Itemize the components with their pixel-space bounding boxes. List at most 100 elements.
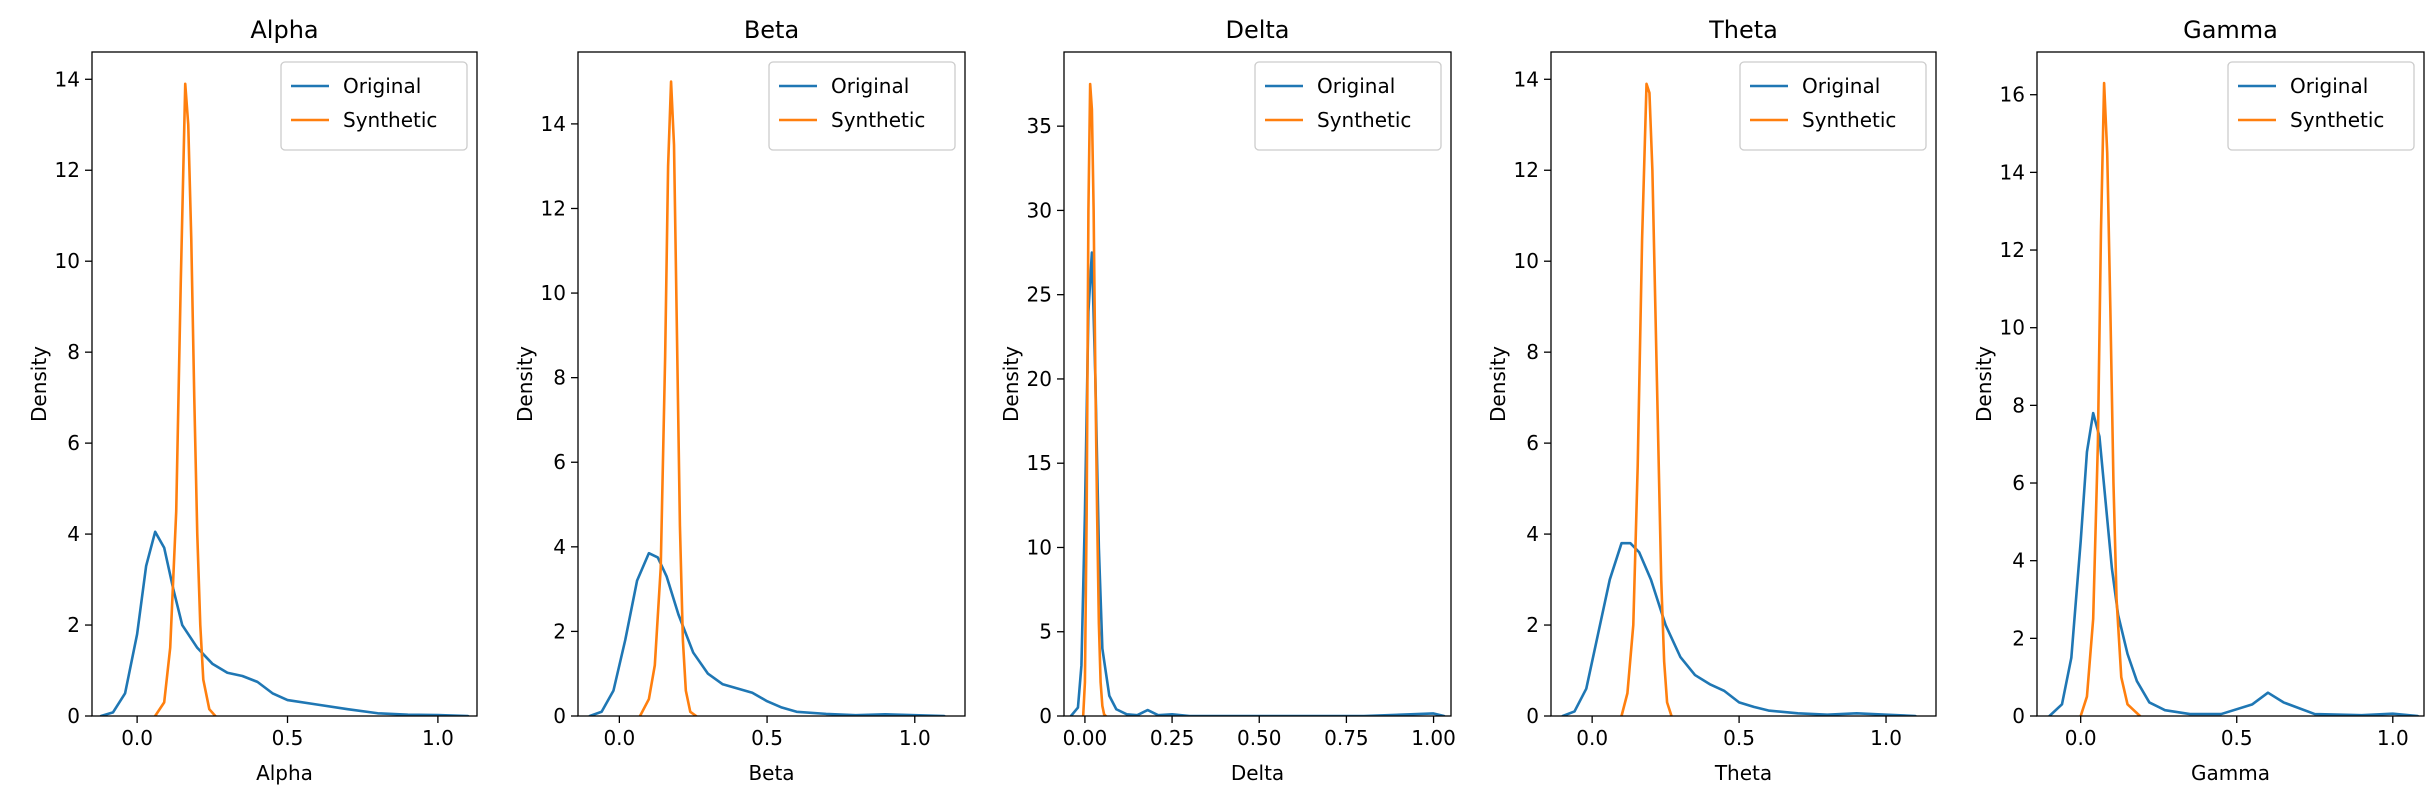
x-tick-label: 1.00 <box>1411 726 1456 750</box>
y-tick-label: 15 <box>1027 451 1052 475</box>
legend-box <box>1739 61 1927 151</box>
series-line-synthetic <box>153 82 217 716</box>
subplot-delta: 0.00 0.25 0.50 0.75 1.00 0 5 10 15 20 25 30 35 Delta D… <box>999 16 1456 785</box>
y-tick-label: 30 <box>1027 198 1052 222</box>
y-tick-label: 8 <box>67 340 80 364</box>
subplot-theta: 0.0 0.5 1.0 0 2 4 6 8 10 12 14 Theta Theta Density Ori… <box>1486 16 1937 785</box>
y-tick-label: 12 <box>541 196 566 220</box>
y-tick-label: 0 <box>1039 704 1052 728</box>
y-tick-label: 14 <box>541 112 566 136</box>
x-tick-label: 1.0 <box>899 726 931 750</box>
subplot-title: Beta <box>744 16 799 44</box>
axes-frame <box>91 51 478 717</box>
x-axis-label: Alpha <box>256 761 313 785</box>
y-tick-label: 14 <box>1514 67 1539 91</box>
series-group <box>1561 82 1917 716</box>
x-tick-label: 0.25 <box>1150 726 1195 750</box>
series-line-synthetic <box>1620 82 1673 716</box>
series-group <box>1069 82 1446 716</box>
legend-label-original: Original <box>2290 74 2368 98</box>
y-tick-label: 6 <box>67 431 80 455</box>
y-tick-label: 4 <box>2012 549 2025 573</box>
y-axis-label: Density <box>513 346 537 422</box>
y-tick-label: 12 <box>55 158 80 182</box>
legend-box <box>1254 61 1442 151</box>
y-tick-label: 10 <box>541 281 566 305</box>
axes-frame <box>1550 51 1937 717</box>
legend-label-original: Original <box>343 74 421 98</box>
y-tick-label: 10 <box>55 249 80 273</box>
series-group <box>588 80 946 716</box>
x-axis-label: Theta <box>1714 761 1772 785</box>
subplot-title: Delta <box>1225 16 1289 44</box>
legend-label-original: Original <box>1317 74 1395 98</box>
subplot-title: Alpha <box>250 16 318 44</box>
y-tick-label: 16 <box>2000 83 2025 107</box>
y-tick-label: 12 <box>2000 238 2025 262</box>
y-tick-label: 2 <box>2012 626 2025 650</box>
legend: Original Synthetic <box>2227 61 2415 151</box>
x-axis-label: Delta <box>1231 761 1284 785</box>
x-tick-label: 0.0 <box>1576 726 1608 750</box>
x-tick-label: 0.5 <box>1723 726 1755 750</box>
series-line-synthetic <box>2079 81 2142 716</box>
x-tick-label: 0.50 <box>1237 726 1282 750</box>
series-group <box>99 82 470 716</box>
subplot-title: Theta <box>1708 16 1778 44</box>
y-tick-label: 14 <box>2000 160 2025 184</box>
y-tick-label: 8 <box>1526 340 1539 364</box>
y-tick-label: 25 <box>1027 283 1052 307</box>
legend: Original Synthetic <box>280 61 468 151</box>
legend: Original Synthetic <box>1254 61 1442 151</box>
y-tick-label: 2 <box>1526 613 1539 637</box>
legend: Original Synthetic <box>768 61 956 151</box>
series-line-synthetic <box>638 80 698 716</box>
legend-label-synthetic: Synthetic <box>343 108 437 132</box>
series-line-original <box>2048 411 2420 716</box>
series-line-synthetic <box>1081 82 1108 716</box>
legend-label-synthetic: Synthetic <box>1802 108 1896 132</box>
y-tick-label: 10 <box>1027 535 1052 559</box>
x-axis-label: Beta <box>748 761 794 785</box>
y-tick-label: 35 <box>1027 114 1052 138</box>
x-tick-label: 0.0 <box>121 726 153 750</box>
legend-box <box>2227 61 2415 151</box>
x-tick-label: 1.0 <box>2377 726 2409 750</box>
subplot-alpha: 0.0 0.5 1.0 0 2 4 6 8 10 12 14 Alpha Alpha Density Ori… <box>27 16 478 785</box>
series-line-original <box>1069 251 1446 716</box>
legend-label-synthetic: Synthetic <box>2290 108 2384 132</box>
y-axis-label: Density <box>1486 346 1510 422</box>
y-tick-label: 6 <box>1526 431 1539 455</box>
x-tick-label: 0.5 <box>2221 726 2253 750</box>
y-axis-label: Density <box>27 346 51 422</box>
y-tick-label: 10 <box>1514 249 1539 273</box>
series-line-original <box>1561 541 1917 716</box>
y-axis-label: Density <box>999 346 1023 422</box>
series-line-original <box>99 530 470 716</box>
legend-label-original: Original <box>1802 74 1880 98</box>
legend-label-synthetic: Synthetic <box>1317 108 1411 132</box>
x-tick-label: 0.5 <box>272 726 304 750</box>
y-tick-label: 20 <box>1027 367 1052 391</box>
y-tick-label: 14 <box>55 67 80 91</box>
legend-label-original: Original <box>831 74 909 98</box>
series-line-original <box>588 551 946 716</box>
y-axis-label: Density <box>1972 346 1996 422</box>
y-tick-label: 0 <box>553 704 566 728</box>
legend-label-synthetic: Synthetic <box>831 108 925 132</box>
y-tick-label: 6 <box>2012 471 2025 495</box>
y-tick-label: 0 <box>1526 704 1539 728</box>
subplot-title: Gamma <box>2183 16 2278 44</box>
y-tick-label: 6 <box>553 450 566 474</box>
x-tick-label: 0.5 <box>751 726 783 750</box>
axes-frame <box>1063 51 1452 717</box>
x-tick-label: 1.0 <box>1870 726 1902 750</box>
y-tick-label: 5 <box>1039 620 1052 644</box>
y-tick-label: 12 <box>1514 158 1539 182</box>
x-tick-label: 1.0 <box>422 726 454 750</box>
y-tick-label: 8 <box>553 366 566 390</box>
y-tick-label: 8 <box>2012 393 2025 417</box>
axes-frame <box>2036 51 2425 717</box>
y-tick-label: 4 <box>1526 522 1539 546</box>
series-group <box>2048 81 2420 716</box>
